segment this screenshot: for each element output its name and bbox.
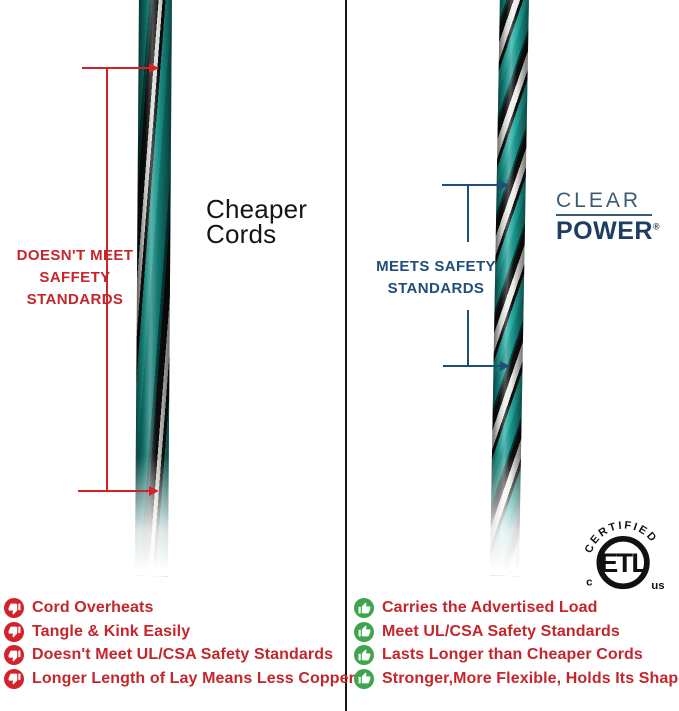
blue-bracket-lower-vertical bbox=[467, 310, 469, 367]
etl-ring bbox=[596, 535, 650, 590]
blue-bracket-upper-vertical bbox=[467, 184, 469, 242]
red-arrow-icon bbox=[149, 486, 159, 496]
thumb-icon bbox=[354, 598, 374, 619]
brand-word-power-text: POWER bbox=[556, 217, 653, 245]
brand-word-clear: CLEAR bbox=[556, 189, 652, 216]
thumb-icon bbox=[354, 668, 374, 689]
blue-bracket-bottom-line bbox=[443, 365, 503, 367]
list-item: Carries the Advertised Load bbox=[354, 598, 679, 619]
thumb-icon bbox=[354, 621, 374, 642]
cheaper-cords-label: Cheaper Cords bbox=[206, 194, 308, 249]
list-item-label: Lasts Longer than Cheaper Cords bbox=[382, 646, 643, 664]
cord-bottom-fade bbox=[485, 455, 525, 577]
thumb-icon bbox=[4, 645, 24, 666]
list-item-label: Longer Length of Lay Means Less Copper bbox=[32, 669, 355, 687]
list-item: Meet UL/CSA Safety Standards bbox=[354, 621, 679, 643]
list-item-label: Stronger,More Flexible, Holds Its Shape bbox=[382, 669, 679, 687]
blue-arrow-icon bbox=[499, 180, 509, 190]
list-item-label: Doesn't Meet UL/CSA Safety Standards bbox=[32, 646, 334, 664]
clear-power-pros-list: Carries the Advertised Load Meet UL/CSA … bbox=[354, 598, 679, 692]
red-bracket-bottom-line bbox=[78, 490, 152, 492]
thumb-icon bbox=[354, 645, 374, 666]
red-arrow-icon bbox=[149, 63, 159, 73]
center-divider bbox=[345, 0, 347, 711]
list-item: Stronger,More Flexible, Holds Its Shape bbox=[354, 668, 679, 690]
right-bracket-label: MEETS SAFETY STANDARDS bbox=[376, 258, 496, 297]
red-bracket-vertical-line bbox=[106, 67, 108, 492]
red-bracket-top-line bbox=[82, 67, 152, 69]
thumb-icon bbox=[4, 668, 24, 689]
list-item: Lasts Longer than Cheaper Cords bbox=[354, 645, 679, 666]
etl-certified-logo: CERTIFIED ETL c us bbox=[583, 519, 665, 592]
left-bracket-label: DOESN'T MEET SAFFETY STANDARDS bbox=[16, 247, 134, 308]
cheaper-cord-cons-list: Cord Overheats Tangle & Kink Easily Does… bbox=[4, 598, 355, 692]
list-item-label: Tangle & Kink Easily bbox=[32, 622, 191, 640]
list-item-label: Carries the Advertised Load bbox=[382, 599, 598, 617]
list-item: Doesn't Meet UL/CSA Safety Standards bbox=[4, 645, 344, 666]
blue-arrow-icon bbox=[500, 361, 510, 371]
list-item-label: Meet UL/CSA Safety Standards bbox=[382, 622, 620, 640]
brand-word-power: POWER® bbox=[556, 217, 660, 246]
thumb-icon bbox=[4, 621, 24, 642]
list-item: Longer Length of Lay Means Less Copper bbox=[4, 668, 355, 690]
registered-mark: ® bbox=[652, 221, 661, 232]
list-item-label: Cord Overheats bbox=[32, 599, 154, 617]
list-item: Cord Overheats bbox=[4, 598, 344, 619]
cord-bottom-fade bbox=[130, 455, 173, 577]
thumb-icon bbox=[4, 598, 24, 619]
blue-bracket-top-line bbox=[442, 184, 502, 186]
etl-us-text: us bbox=[651, 580, 664, 592]
etl-c-text: c bbox=[586, 576, 593, 588]
etl-mark-text: ETL bbox=[600, 547, 647, 578]
list-item: Tangle & Kink Easily bbox=[4, 621, 344, 643]
clear-power-logo: CLEAR POWER® bbox=[556, 189, 660, 246]
